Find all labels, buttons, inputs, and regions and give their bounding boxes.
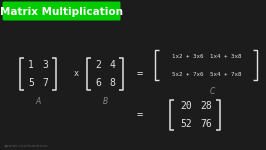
- Text: 5: 5: [28, 78, 34, 87]
- Text: 1x4 + 3x8: 1x4 + 3x8: [210, 54, 242, 58]
- Text: 4: 4: [109, 60, 115, 70]
- Text: B: B: [102, 96, 108, 105]
- Text: 2: 2: [95, 60, 101, 70]
- Text: C: C: [209, 87, 215, 96]
- Text: x: x: [73, 69, 78, 78]
- Text: 1x2 + 3x6: 1x2 + 3x6: [172, 54, 204, 58]
- Text: 6: 6: [95, 78, 101, 87]
- Text: 76: 76: [200, 119, 212, 129]
- Text: 1: 1: [28, 60, 34, 70]
- Text: 8: 8: [109, 78, 115, 87]
- Text: Matrix Multiplication: Matrix Multiplication: [0, 7, 123, 17]
- Text: 3: 3: [42, 60, 48, 70]
- Text: aparat.com/samtezu: aparat.com/samtezu: [4, 144, 49, 148]
- Text: 28: 28: [200, 101, 212, 111]
- Text: 20: 20: [180, 101, 192, 111]
- Text: 7: 7: [42, 78, 48, 87]
- Text: 5x2 + 7x6: 5x2 + 7x6: [172, 72, 204, 76]
- Text: A: A: [35, 96, 41, 105]
- FancyBboxPatch shape: [2, 2, 120, 21]
- Text: =: =: [137, 110, 143, 120]
- Text: 5x4 + 7x8: 5x4 + 7x8: [210, 72, 242, 76]
- Text: 52: 52: [180, 119, 192, 129]
- Text: =: =: [137, 69, 143, 79]
